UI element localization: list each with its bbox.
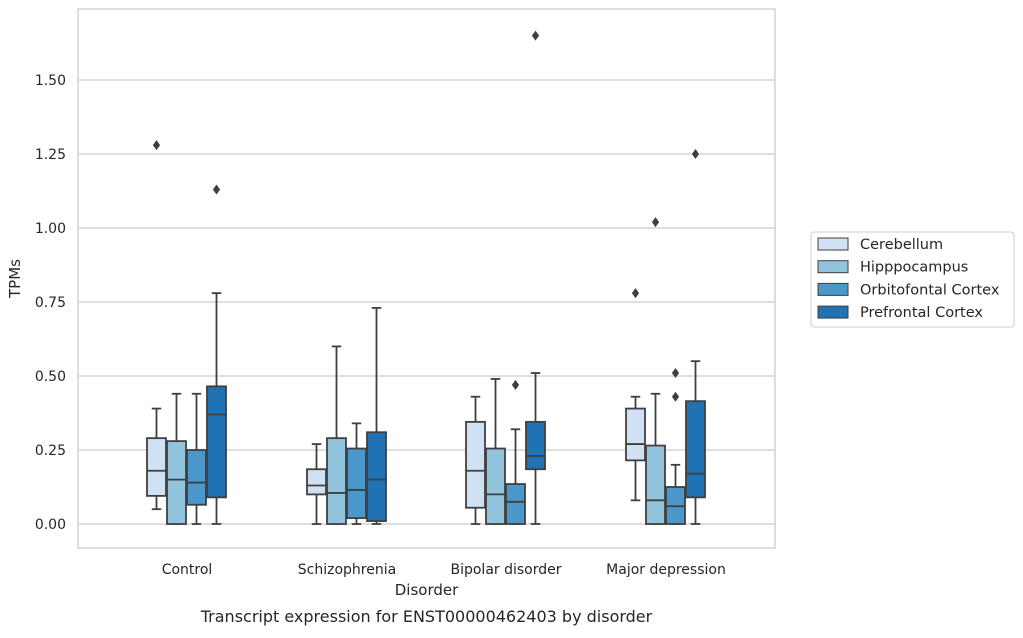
- y-tick-label: 1.50: [35, 73, 66, 89]
- x-axis-label: Disorder: [395, 581, 459, 599]
- legend-swatch: [817, 305, 849, 319]
- iqr-box: [366, 431, 387, 522]
- iqr-box: [186, 449, 207, 506]
- iqr-box: [306, 468, 327, 496]
- x-tick-label: Control: [162, 562, 213, 578]
- x-tick-label: Major depression: [606, 562, 726, 578]
- box-orbitofontal-cortex: [346, 422, 367, 525]
- box-prefrontal-cortex: [685, 149, 706, 525]
- y-tick-label: 0.25: [35, 443, 66, 459]
- y-tick-label: 0.50: [35, 369, 66, 385]
- plot-frame: [77, 8, 776, 549]
- outlier-point: [651, 217, 660, 228]
- x-tick-labels: Control Schizophrenia Bipolar disorder Majo…: [162, 562, 726, 578]
- iqr-box: [146, 437, 167, 497]
- outlier-point: [152, 140, 161, 151]
- y-tick-label: 1.25: [35, 147, 66, 163]
- iqr-box: [645, 444, 666, 525]
- box-cerebellum: [146, 140, 167, 511]
- box-cerebellum: [465, 395, 486, 525]
- y-axis-label: TPMs: [6, 259, 24, 299]
- legend-entries: Cerebellum Hipppocampus Orbitofontal Corte…: [817, 237, 1000, 321]
- legend: Cerebellum Hipppocampus Orbitofontal Corte…: [810, 231, 1015, 328]
- boxes-layer: [146, 30, 706, 525]
- iqr-box: [525, 420, 546, 471]
- y-tick-labels: 0.00 0.25 0.50 0.75 1.00 1.25 1.50: [35, 73, 66, 533]
- legend-swatch: [817, 282, 849, 296]
- x-tick-label: Bipolar disorder: [450, 562, 561, 578]
- outlier-point: [212, 184, 221, 195]
- y-tick-label: 1.00: [35, 221, 66, 237]
- legend-swatch: [817, 237, 849, 251]
- legend-label: Prefrontal Cortex: [860, 305, 983, 321]
- outlier-point: [531, 30, 540, 41]
- iqr-box: [505, 483, 526, 525]
- iqr-box: [166, 440, 187, 525]
- y-tick-label: 0.75: [35, 295, 66, 311]
- box-hipppocampus: [166, 392, 187, 525]
- iqr-box: [625, 407, 646, 462]
- outlier-point: [671, 391, 680, 402]
- legend-label: Cerebellum: [860, 237, 943, 253]
- iqr-box: [685, 400, 706, 499]
- box-hipppocampus: [645, 217, 666, 525]
- box-cerebellum: [625, 288, 646, 502]
- outlier-point: [511, 379, 520, 390]
- legend-label: Orbitofontal Cortex: [860, 282, 1000, 298]
- iqr-box: [485, 447, 506, 525]
- iqr-box: [326, 437, 347, 525]
- box-hipppocampus: [485, 378, 506, 525]
- outlier-point: [671, 368, 680, 379]
- box-orbitofontal-cortex: [505, 379, 526, 525]
- box-cerebellum: [306, 443, 327, 525]
- box-orbitofontal-cortex: [665, 368, 686, 525]
- iqr-box: [465, 420, 486, 509]
- box-hipppocampus: [326, 345, 347, 525]
- box-prefrontal-cortex: [366, 307, 387, 525]
- iqr-box: [346, 447, 367, 519]
- box-orbitofontal-cortex: [186, 392, 207, 525]
- y-tick-label: 0.00: [35, 517, 66, 533]
- legend-swatch: [817, 260, 849, 274]
- x-tick-label: Schizophrenia: [298, 562, 396, 578]
- box-prefrontal-cortex: [525, 30, 546, 525]
- outlier-point: [631, 288, 640, 299]
- outlier-point: [691, 149, 700, 159]
- legend-label: Hipppocampus: [860, 260, 968, 276]
- legend-frame: [810, 231, 1015, 328]
- iqr-box: [206, 385, 227, 499]
- box-prefrontal-cortex: [206, 184, 227, 525]
- chart-caption: Transcript expression for ENST0000046240…: [200, 607, 653, 626]
